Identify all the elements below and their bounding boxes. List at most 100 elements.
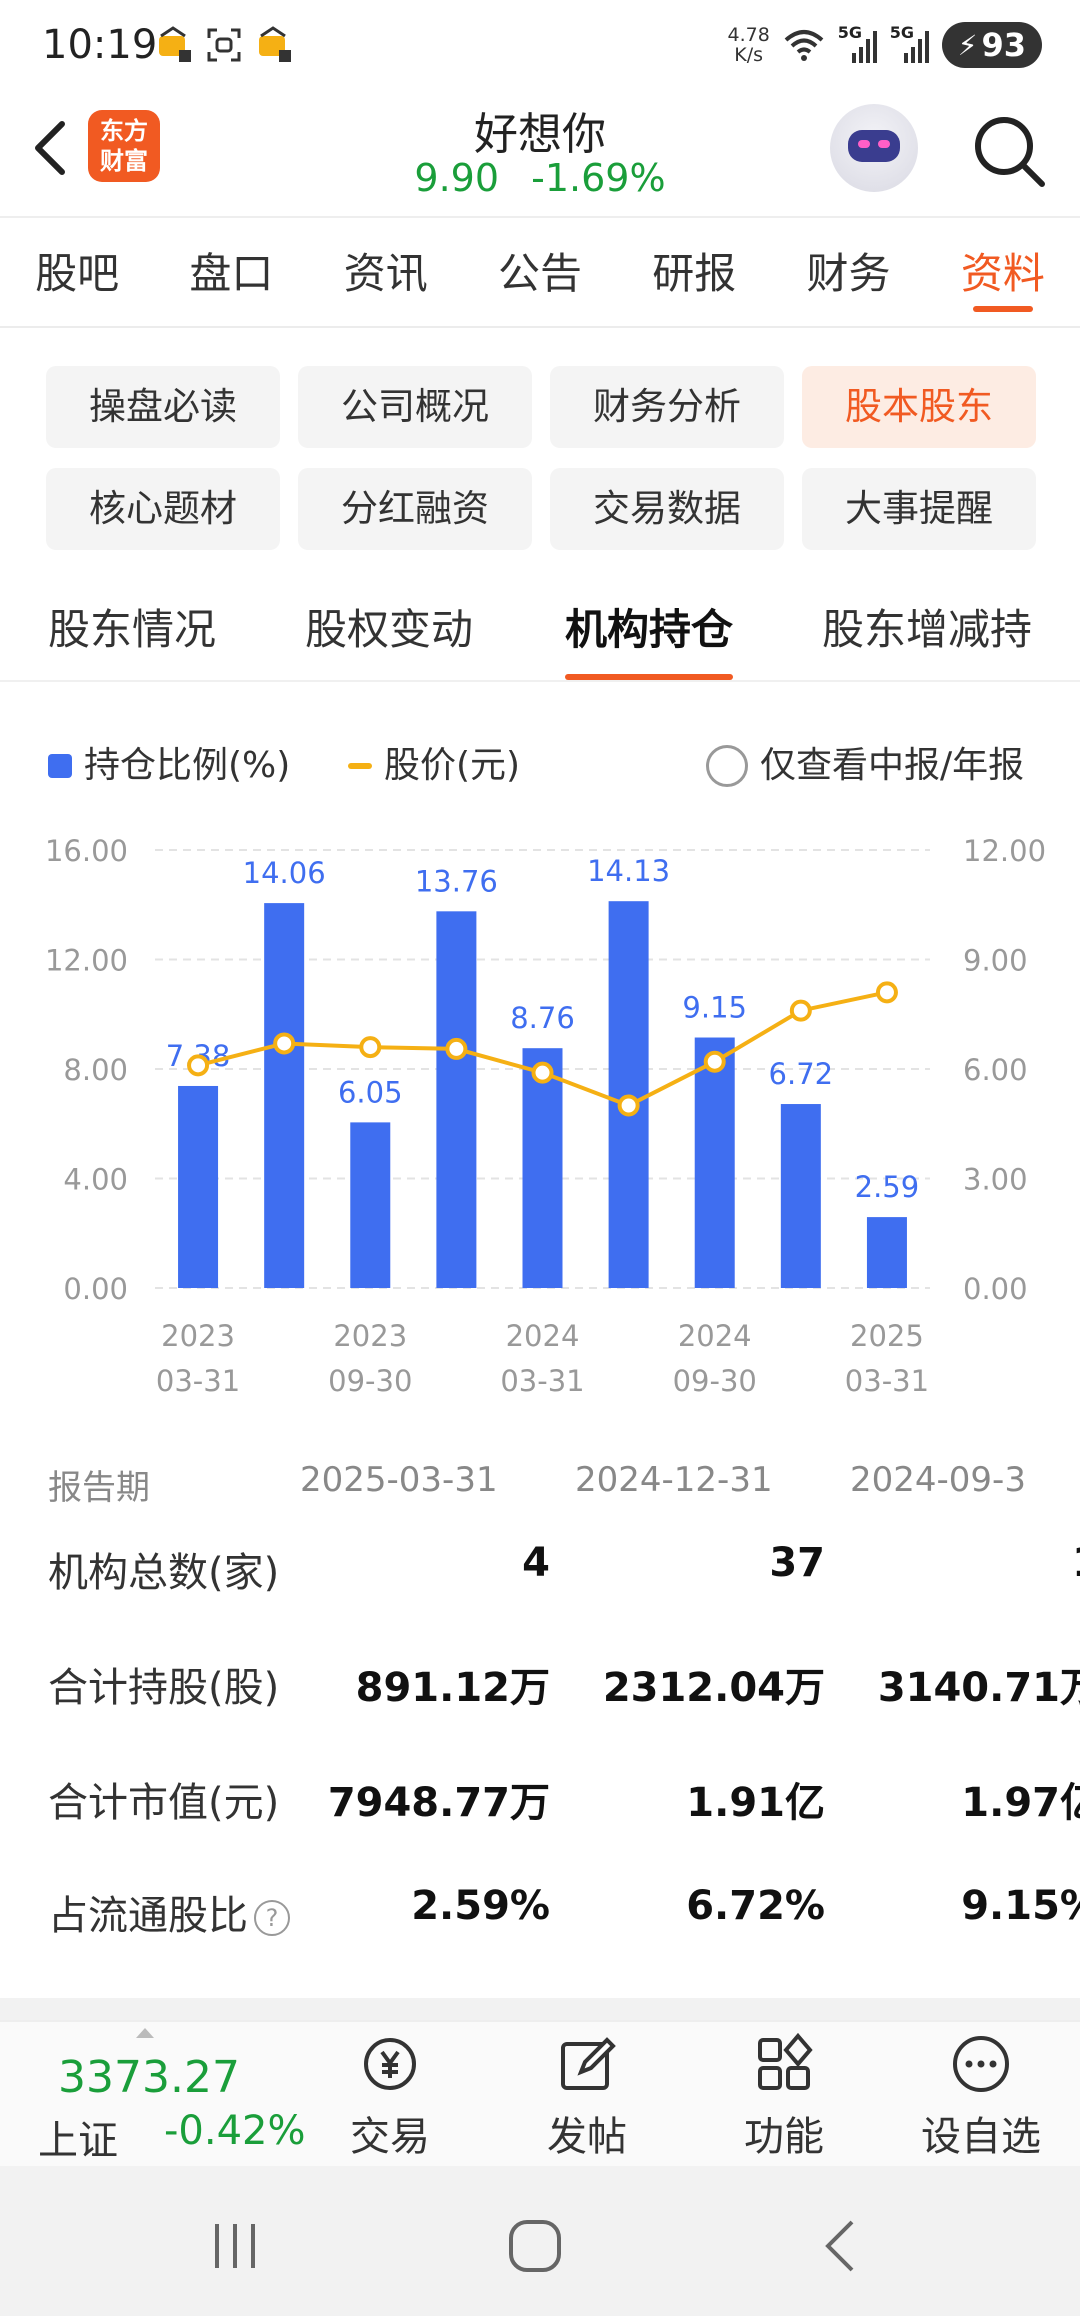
y-left-tick-label: 0.00 (63, 1272, 128, 1306)
trade-button[interactable]: 交易 (315, 2032, 465, 2162)
shareholder-tab-0[interactable]: 股东情况 (48, 605, 217, 654)
network-speed-value: 4.78 (727, 24, 770, 46)
section-button-4[interactable]: 核心题材 (46, 468, 280, 550)
notification-app-icon-2 (259, 26, 291, 62)
table-header-row: 报告期 2025-03-31 2024-12-31 2024-09-3 (0, 1460, 1080, 1520)
y-right-tick-label: 6.00 (963, 1053, 1028, 1087)
logo-text-line2: 财富 (100, 147, 148, 175)
index-name[interactable]: 上证 (38, 2118, 118, 2164)
legend-holding-ratio[interactable]: 持仓比例(%) (48, 740, 290, 792)
add-watchlist-button[interactable]: 设自选 (906, 2032, 1056, 2162)
recent-apps-icon[interactable] (205, 2216, 265, 2276)
tab-2[interactable]: 资讯 (343, 249, 428, 298)
legend-stock-price[interactable]: 股价(元) (348, 740, 520, 792)
stock-change-pct: -1.69% (531, 156, 666, 200)
tab-6[interactable]: 资料 (926, 220, 1080, 326)
home-icon[interactable] (505, 2216, 565, 2276)
battery-level: 93 (981, 26, 1026, 64)
table-period-header: 2024-09-3 (850, 1460, 1026, 1500)
table-row: 机构总数(家) 4 371 (0, 1540, 1080, 1600)
y-left-tick-label: 8.00 (63, 1053, 128, 1087)
signal-5g-icon-2: 5G (890, 23, 930, 65)
table-row: 合计持股(股) 891.12万 2312.04万 3140.71万 (0, 1655, 1080, 1715)
back-arrow-icon[interactable] (26, 118, 76, 178)
table-cell: 1.97亿 (961, 1780, 1080, 1826)
search-icon[interactable] (966, 108, 1050, 192)
table-row-label-text: 合计持股(股) (48, 1665, 280, 1711)
section-button-7[interactable]: 大事提醒 (802, 468, 1036, 550)
tab-1[interactable]: 盘口 (189, 249, 274, 298)
x-tick-label-date: 03-31 (500, 1364, 584, 1398)
legend-line-swatch (348, 763, 372, 769)
table-row-label-text: 占流通股比 (48, 1893, 248, 1939)
table-cell: 2312.04万 (602, 1665, 825, 1711)
shareholder-tab-2[interactable]: 机构持仓 (565, 582, 734, 680)
index-change[interactable]: -0.42% (164, 2108, 306, 2154)
battery-indicator: ⚡ 93 (941, 22, 1042, 68)
trade-label: 交易 (350, 2114, 430, 2160)
x-tick-label-date: 03-31 (845, 1364, 929, 1398)
radio-unchecked-icon[interactable] (706, 745, 748, 787)
network-speed: 4.78 K/s (727, 25, 769, 65)
table-cell: 2.59% (411, 1883, 550, 1929)
more-dots-icon (953, 2036, 1009, 2092)
table-row-label: 合计市值(元) (48, 1770, 279, 1828)
price-point (273, 1032, 296, 1055)
table-header-label: 报告期 (48, 1468, 150, 1508)
section-divider (0, 1998, 1080, 2020)
chart-bar (436, 911, 477, 1288)
table-cell: 7948.77万 (327, 1780, 550, 1826)
chart-legend: 持仓比例(%) 股价(元) 仅查看中报/年报 (48, 740, 1038, 792)
back-nav-icon[interactable] (810, 2216, 870, 2276)
price-point (703, 1050, 726, 1073)
status-right: 4.78 K/s 5G 5G ⚡ 93 (727, 22, 1042, 68)
index-expand-caret-icon[interactable] (136, 2028, 154, 2038)
filter-label: 仅查看中报/年报 (760, 745, 1025, 786)
table-cell: 891.12万 (355, 1665, 550, 1711)
table-row: 合计市值(元) 7948.77万 1.91亿 1.97亿 (0, 1770, 1080, 1830)
stock-header: 东方 财富 好想你 9.90 -1.69% (0, 90, 1080, 218)
stock-price: 9.90 (414, 156, 500, 200)
tab-5[interactable]: 财务 (806, 249, 891, 298)
section-button-6[interactable]: 交易数据 (550, 468, 784, 550)
status-time: 10:19 (42, 22, 158, 68)
app-logo[interactable]: 东方 财富 (88, 110, 160, 182)
index-value[interactable]: 3373.27 (58, 2052, 240, 2103)
tab-4[interactable]: 研报 (652, 249, 737, 298)
bar-value-label: 6.72 (769, 1057, 834, 1091)
price-point (531, 1061, 554, 1084)
post-label: 发帖 (547, 2114, 627, 2160)
table-cell: 37 (769, 1540, 825, 1586)
chart-bar (522, 1048, 563, 1288)
main-tabs: 股吧 盘口 资讯 公告 研报 财务 资料 (0, 220, 1080, 328)
post-button[interactable]: 发帖 (512, 2032, 662, 2162)
shareholder-tab-3[interactable]: 股东增减持 (822, 605, 1033, 654)
tab-3[interactable]: 公告 (497, 249, 582, 298)
table-cell: 1 (780, 1540, 1080, 1586)
status-bar: 10:19 4.78 K/s 5G 5G ⚡ 93 (0, 0, 1080, 90)
functions-button[interactable]: 功能 (709, 2032, 859, 2162)
table-row-label-text: 合计市值(元) (48, 1780, 280, 1826)
holding-chart: 0.00 4.00 8.00 12.00 16.00 0.00 3.00 6.00 9.00 12… (45, 834, 1046, 1398)
filter-interim-annual-toggle[interactable]: 仅查看中报/年报 (706, 740, 1024, 792)
wifi-icon (784, 30, 824, 61)
y-right-tick-label: 12.00 (963, 834, 1046, 868)
tab-0[interactable]: 股吧 (35, 249, 120, 298)
section-button-1[interactable]: 公司概况 (298, 366, 532, 448)
x-tick-label-year: 2024 (678, 1319, 752, 1353)
table-period-header: 2025-03-31 (300, 1460, 498, 1500)
section-button-5[interactable]: 分红融资 (298, 468, 532, 550)
signal-5g-icon: 5G (837, 23, 878, 65)
section-button-2[interactable]: 财务分析 (550, 366, 784, 448)
y-right-tick-label: 0.00 (963, 1272, 1028, 1306)
section-button-3[interactable]: 股本股东 (802, 366, 1036, 448)
section-button-0[interactable]: 操盘必读 (46, 366, 280, 448)
signal-5g-label: 5G (837, 23, 863, 42)
robot-assistant-avatar[interactable] (830, 104, 918, 192)
trade-yen-icon (364, 2038, 416, 2090)
system-nav-bar (0, 2166, 1080, 2316)
price-point (187, 1054, 210, 1077)
shareholder-tab-1[interactable]: 股权变动 (305, 605, 474, 654)
help-question-icon[interactable]: ? (254, 1900, 290, 1936)
y-right-tick-label: 3.00 (963, 1163, 1028, 1197)
